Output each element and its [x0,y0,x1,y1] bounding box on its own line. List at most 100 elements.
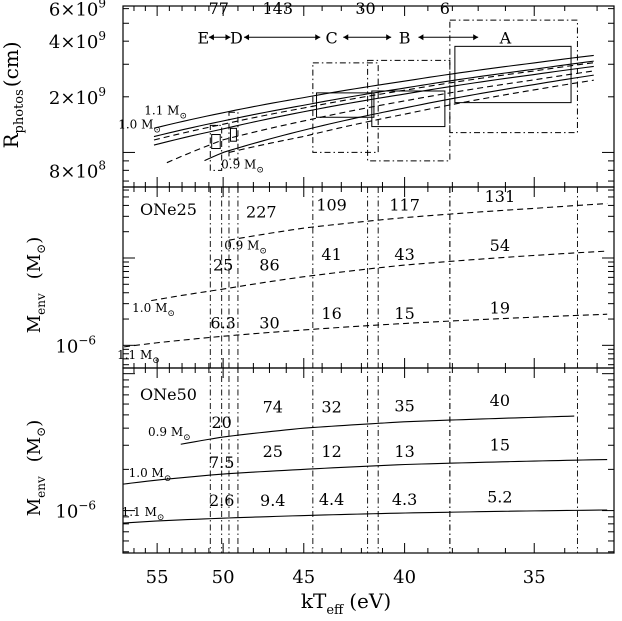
model-curve [180,415,575,445]
panel-top-ylabel: Rphotos(cm) [0,41,27,148]
panel-top-ticks [123,6,614,187]
y-tick-label: 4×109 [49,29,106,53]
top-curves [153,54,594,164]
error-box [229,127,237,142]
middle-annotations: 227 109 117 131 25 86 41 43 54 6.3 30 16 15 19 [210,187,515,333]
panel-bottom-frame [122,367,615,554]
y-tick-label: 2×109 [49,85,106,109]
value-label: 131 [485,187,516,206]
value-label: 86 [259,255,279,274]
interval-label: 6 [440,0,450,18]
value-label: 117 [389,195,420,214]
bottom-panel-title: ONe50 [140,385,197,404]
value-label: 16 [321,304,341,323]
value-label: 4.3 [392,490,417,509]
model-curve [204,74,594,162]
value-label: 25 [213,255,233,274]
middle-ylabel: Menv(M⊙) [24,237,48,334]
value-label: 40 [490,391,510,410]
middle-curves [124,203,608,348]
model-curve [153,62,594,141]
panel-top-plot [153,19,594,171]
panel-middle-plot [124,203,608,348]
curve-label: 0.9 M⊙ [221,157,264,175]
arrow-head [418,34,424,41]
model-curve [228,203,608,241]
error-box [371,90,446,128]
value-label: 227 [246,203,277,222]
error-box [211,134,221,150]
value-label: 13 [394,442,414,461]
panel-bottom-ytick-labels: 10−6 [55,499,96,523]
middle-panel-title: ONe25 [140,200,197,219]
arrow-head [473,34,479,41]
error-box [228,111,239,160]
value-label: 15 [394,304,414,323]
error-box [316,92,375,118]
error-box [449,19,578,134]
epoch-label: D [230,28,243,47]
value-label: 109 [316,195,347,214]
arrow-head [225,34,231,41]
bottom-ylabel: Menv(M⊙) [24,420,48,517]
value-label: 15 [490,435,510,454]
interval-label: 143 [262,0,293,18]
y-tick-label: 10−6 [55,333,96,357]
y-tick-label: 8×108 [49,158,106,182]
panel-middle-ytick-labels: 10−6 [55,333,96,357]
value-label: 54 [490,236,510,255]
value-label: 32 [321,398,341,417]
curve-label: 0.9 M⊙ [148,425,191,443]
value-label: 35 [394,396,414,415]
value-label: 41 [321,245,341,264]
model-curve [153,65,594,146]
curve-label: 1.1 M⊙ [144,104,187,122]
value-label: 74 [263,398,283,417]
model-curve [123,458,608,485]
panel-middle-ticks [123,187,614,368]
arrow-head [386,34,392,41]
model-curve [153,54,594,129]
panel-bottom-plot [123,415,608,524]
curve-label: 1.0 M⊙ [118,117,161,135]
y-tick-label: 10−6 [55,499,96,523]
epoch-label: B [399,28,411,47]
panel-bottom: 10−6 ONe50 Menv(M⊙) 0.9 M⊙ 1.0 M⊙ 1.1 M⊙ 2… [24,367,615,618]
value-label: 43 [394,245,414,264]
arrow-head [208,34,214,41]
x-tick-label: 50 [212,567,235,588]
sun-symbol: ⊙ [34,244,48,254]
model-curve [123,509,608,524]
interval-label: 30 [355,0,375,18]
curve-label: 1.0 M⊙ [129,466,172,484]
value-label: 5.2 [487,487,512,506]
value-label: 6.3 [210,314,235,333]
top-epoch-timeline: E D C B A 77 143 30 6 [198,0,512,47]
bottom-curves [123,415,608,524]
arrow-head [343,34,349,41]
value-label: 30 [259,314,279,333]
interval-label: 77 [209,0,229,18]
top-ylabel: Rphotos(cm) [0,41,27,148]
x-tick-label: 35 [523,567,546,588]
x-axis-label: kTeff (eV) [301,589,391,618]
model-curve [228,79,594,153]
curve-label: 1.0 M⊙ [132,301,175,319]
value-label: 12 [321,442,341,461]
bottom-curve-labels: 0.9 M⊙ 1.0 M⊙ 1.1 M⊙ [122,425,191,523]
error-box [367,59,451,162]
x-tick-label: 45 [292,567,315,588]
value-label: 4.4 [319,490,344,509]
curve-label: 1.1 M⊙ [122,505,165,523]
model-curve [151,250,608,302]
model-curve [166,70,594,164]
top-curve-labels: 1.0 M⊙1.1 M⊙ 0.9 M⊙ [118,104,264,176]
epoch-label: C [325,28,337,47]
sun-symbol: ⊙ [34,427,48,437]
curve-label: 1.1 M⊙ [117,348,160,366]
x-tick-label: 40 [393,567,416,588]
arrow-head [244,34,250,41]
